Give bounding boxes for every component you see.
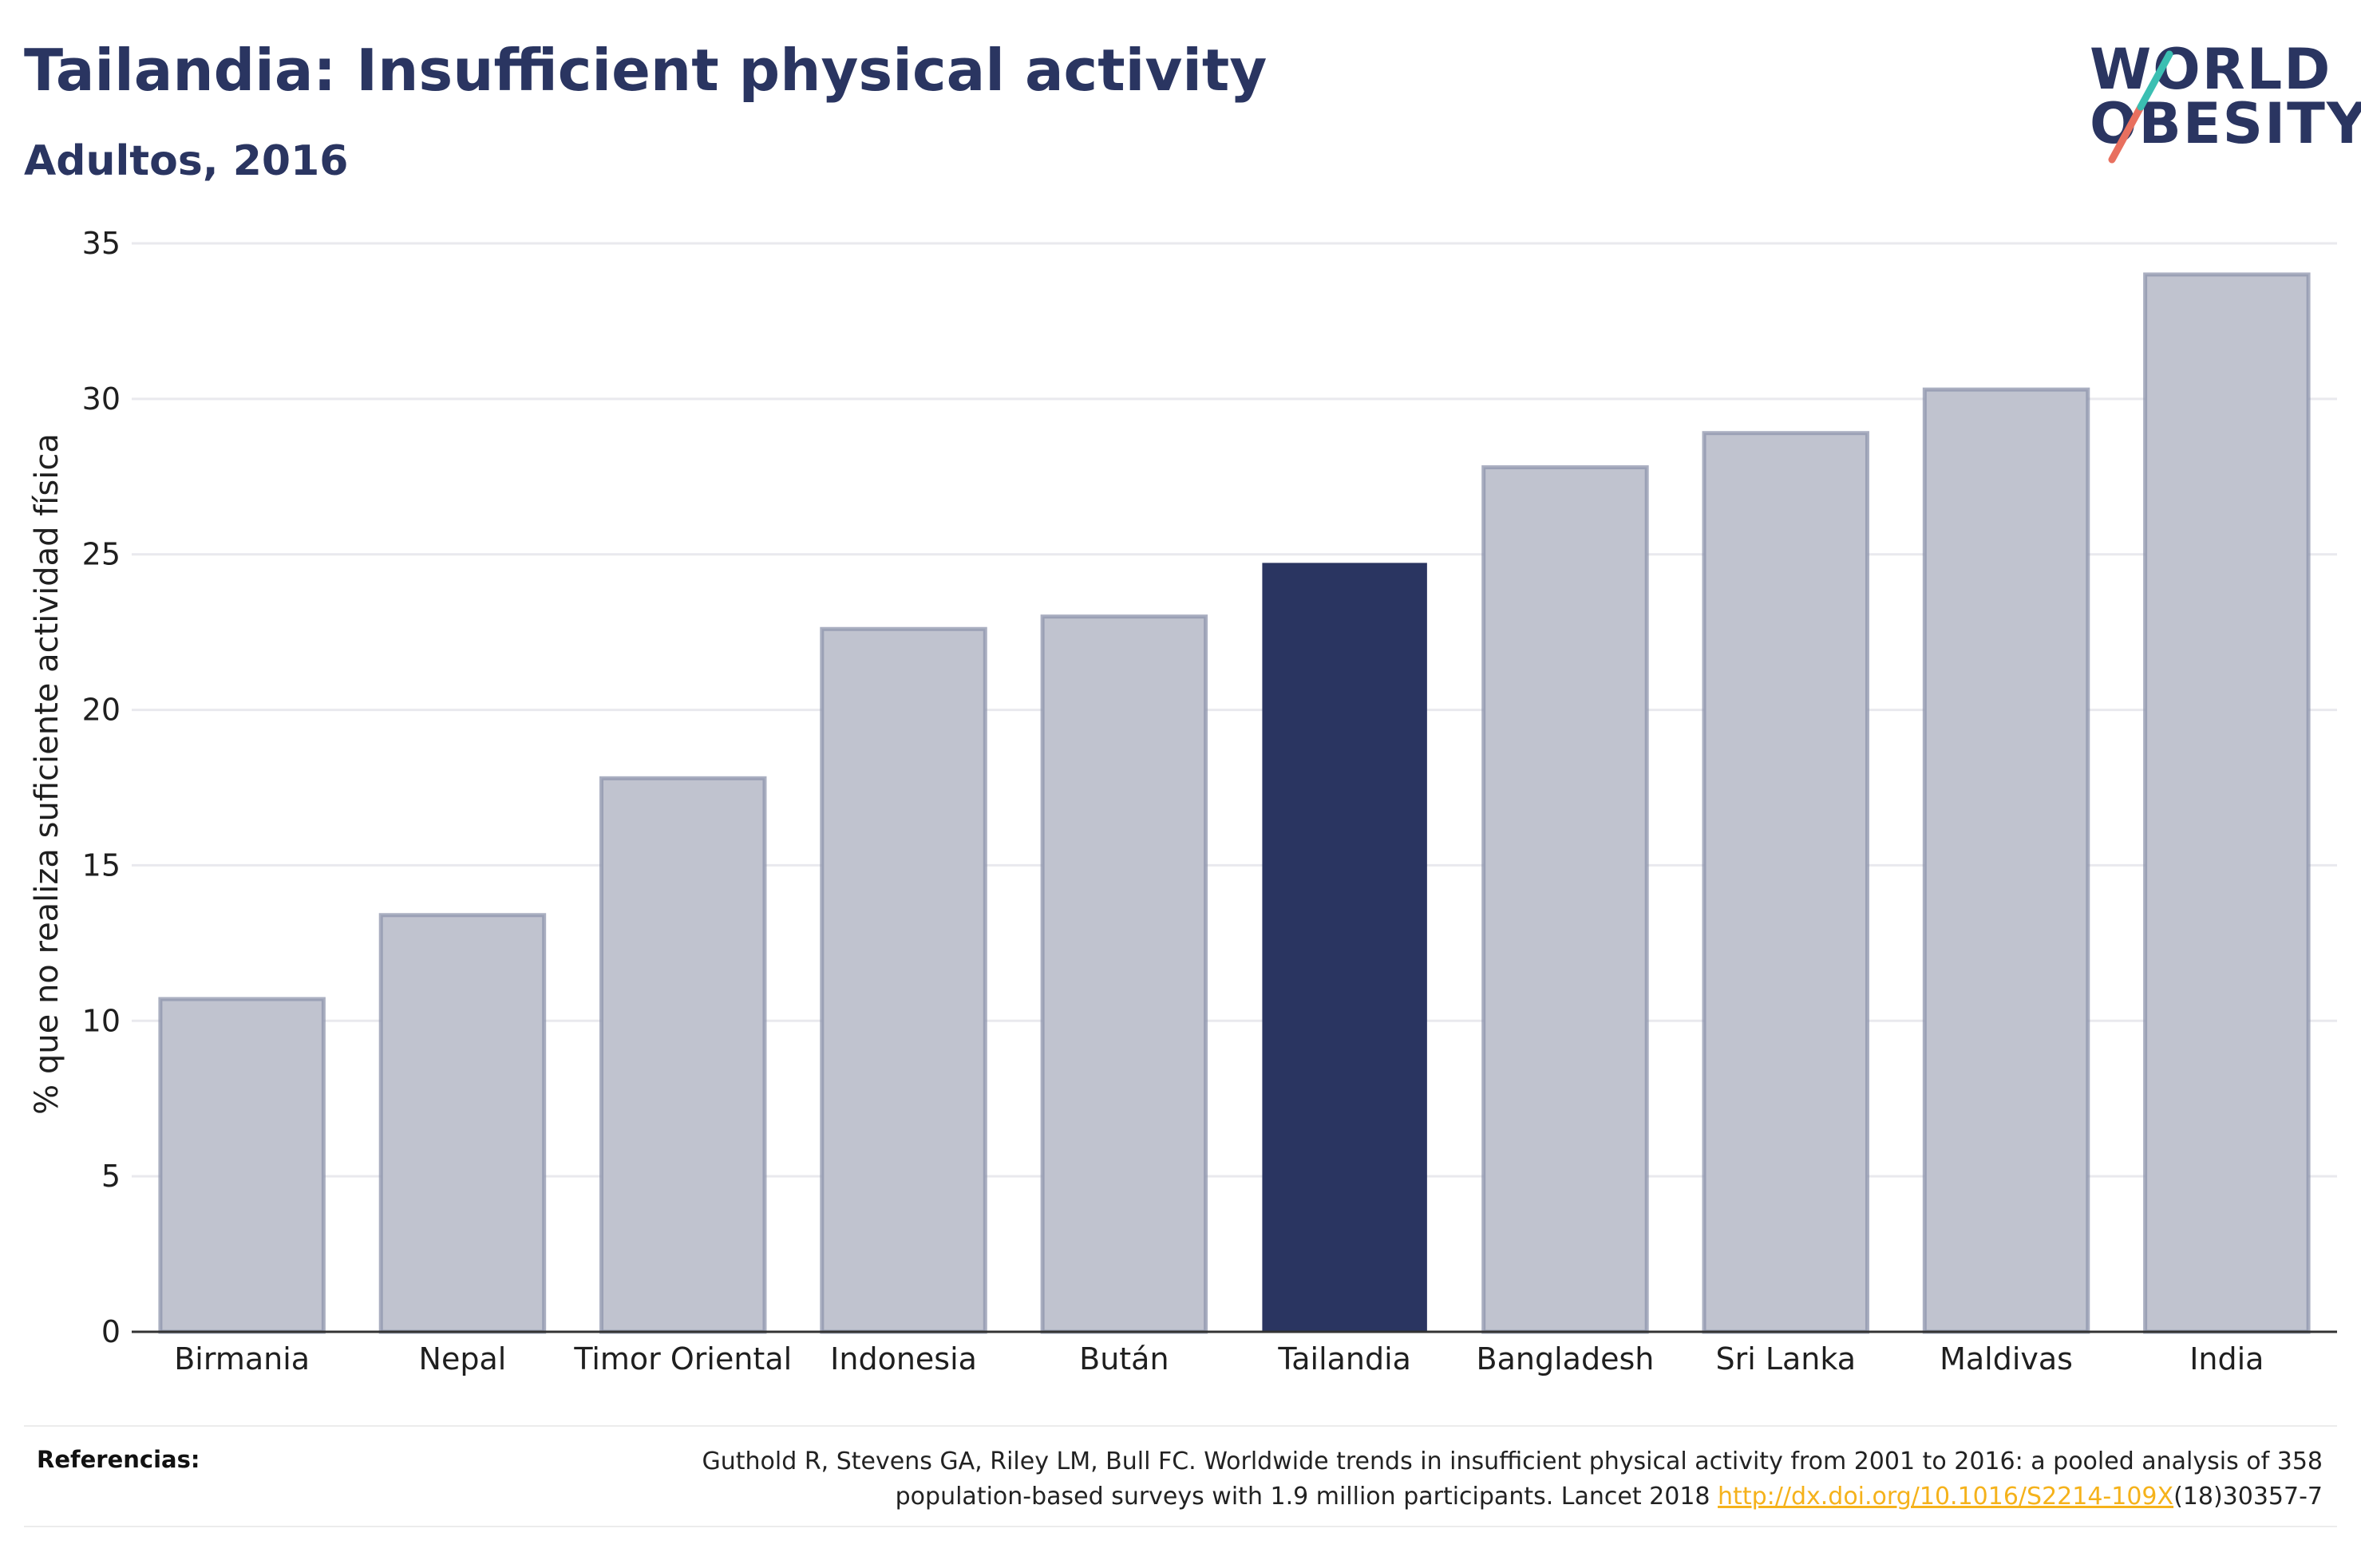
bar bbox=[2143, 272, 2311, 1334]
y-tick-label: 35 bbox=[82, 226, 121, 261]
logo-word-world: WORLD bbox=[2090, 37, 2332, 102]
reference-text: Guthold R, Stevens GA, Riley LM, Bull FC… bbox=[487, 1444, 2323, 1515]
y-tick-label: 0 bbox=[101, 1314, 121, 1349]
y-tick-label: 20 bbox=[82, 693, 121, 728]
y-tick-label: 5 bbox=[101, 1159, 121, 1194]
x-tick-label: Bangladesh bbox=[1477, 1341, 1655, 1376]
reference-line-2-end: (18)30357-7 bbox=[2173, 1483, 2323, 1511]
chart-title: Tailandia: Insufficient physical activit… bbox=[24, 37, 1268, 104]
reference-line-2: population-based surveys with 1.9 millio… bbox=[895, 1483, 1718, 1511]
y-tick-label: 15 bbox=[82, 847, 121, 883]
y-tick-label: 10 bbox=[82, 1003, 121, 1038]
x-tick-label: Nepal bbox=[419, 1341, 507, 1376]
bar bbox=[599, 776, 767, 1334]
bar bbox=[820, 626, 987, 1334]
references-label: Referencias: bbox=[37, 1446, 200, 1473]
bar bbox=[378, 913, 547, 1334]
chart-subtitle: Adultos, 2016 bbox=[24, 137, 349, 185]
logo-slash-icon bbox=[2108, 50, 2173, 164]
x-tick-label: Timor Oriental bbox=[573, 1341, 792, 1376]
bars bbox=[132, 272, 2337, 1334]
y-tick-label: 30 bbox=[82, 381, 121, 417]
bar bbox=[158, 997, 326, 1334]
x-tick-label: Bután bbox=[1079, 1341, 1169, 1376]
tick-labels: 0 5 10 15 20 25 30 35 Birmania Nepal Timor Orienta… bbox=[82, 226, 2264, 1376]
y-tick-label: 25 bbox=[82, 537, 121, 572]
bar bbox=[1702, 431, 1869, 1334]
footer-divider-top bbox=[24, 1425, 2337, 1427]
bar bbox=[1481, 465, 1649, 1334]
x-tick-label: Maldivas bbox=[1940, 1341, 2073, 1376]
x-tick-label: Tailandia bbox=[1277, 1341, 1411, 1376]
reference-doi-link[interactable]: http://dx.doi.org/10.1016/S2214-109X bbox=[1718, 1483, 2174, 1511]
footer-divider-bottom bbox=[24, 1526, 2337, 1527]
world-obesity-logo: WORLD OBESITY bbox=[2075, 24, 2361, 176]
reference-line-1: Guthold R, Stevens GA, Riley LM, Bull FC… bbox=[702, 1448, 2323, 1475]
x-tick-label: Sri Lanka bbox=[1715, 1341, 1856, 1376]
bar bbox=[1040, 614, 1208, 1334]
x-tick-label: India bbox=[2189, 1341, 2264, 1376]
bar-highlighted bbox=[1262, 563, 1427, 1333]
bar bbox=[1922, 387, 2090, 1334]
x-tick-label: Birmania bbox=[174, 1341, 310, 1376]
y-axis-label: % que no realiza suficiente actividad fí… bbox=[29, 433, 65, 1115]
bar-chart: 0 5 10 15 20 25 30 35 Birmania Nepal Timor Orienta… bbox=[29, 226, 2337, 1376]
x-tick-label: Indonesia bbox=[830, 1341, 977, 1376]
